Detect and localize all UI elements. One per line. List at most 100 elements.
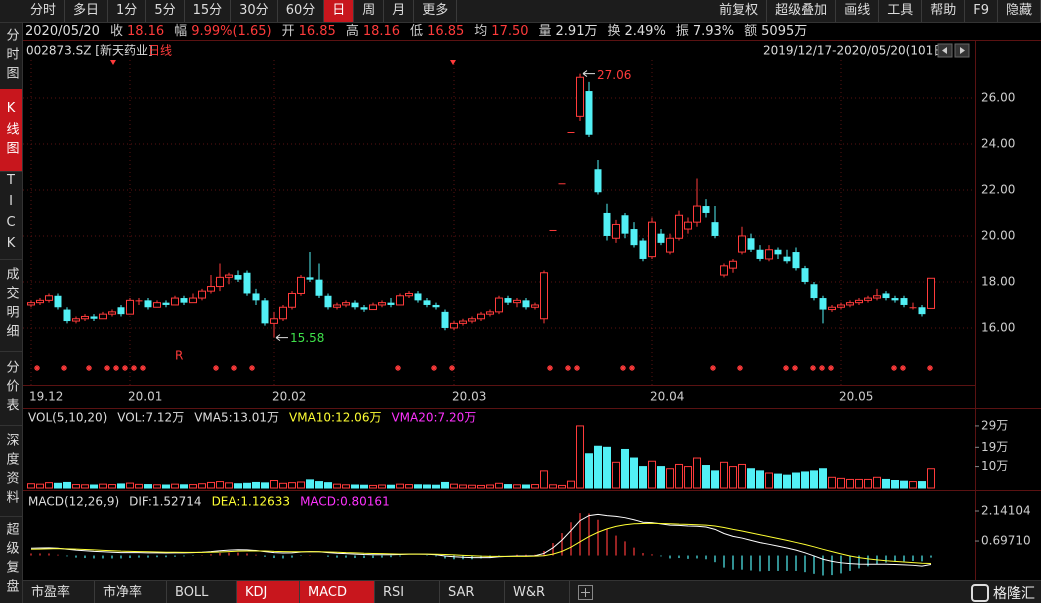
candle-body	[126, 299, 134, 315]
nav-arrow	[942, 47, 947, 54]
candle-body	[855, 299, 863, 304]
side-tab[interactable]: TICK	[0, 171, 22, 260]
period-tab[interactable]: 更多	[414, 0, 458, 22]
candle-body	[468, 318, 476, 322]
indicator-tab[interactable]: SAR	[440, 581, 505, 603]
signal-star	[122, 365, 128, 371]
indicator-tab[interactable]: RSI	[375, 581, 440, 603]
volume-bar	[45, 482, 53, 489]
info-value: 18.16	[126, 24, 165, 39]
indicator-tabs: 市盈率 市净率 BOLL KDJ MACD RSI SAR W&R 格隆汇	[23, 580, 1041, 603]
volume-bar	[513, 484, 521, 489]
candle-body	[585, 91, 593, 135]
x-tick-label: 20.02	[272, 390, 306, 404]
tool-button[interactable]: 帮助	[922, 0, 966, 22]
candle-body	[423, 300, 431, 305]
candle-body	[27, 302, 35, 306]
macd-line	[30, 522, 932, 564]
candle-body	[648, 221, 656, 258]
period-tab[interactable]: 分时	[22, 0, 66, 22]
volume-bar	[576, 425, 584, 489]
tool-button[interactable]: F9	[965, 0, 998, 22]
info-label: 均	[474, 24, 488, 39]
signal-star	[927, 365, 933, 371]
tool-button[interactable]: 前复权	[711, 0, 768, 22]
volume-bar	[567, 480, 575, 489]
candle-body	[918, 307, 926, 315]
side-tab[interactable]: 深度资料	[0, 425, 22, 517]
volume-bar	[621, 448, 629, 489]
volume-bar	[657, 466, 665, 489]
volume-bar	[198, 483, 206, 489]
side-tab[interactable]: K线图	[0, 89, 22, 172]
candle-body	[594, 169, 602, 193]
side-tab[interactable]: 分时图	[0, 23, 22, 90]
legend-entry: VMA5:13.01万	[194, 411, 279, 425]
candle-body	[108, 311, 116, 315]
info-label: 额	[744, 24, 758, 39]
period-tab[interactable]: 15分	[185, 0, 232, 22]
period-tab[interactable]: 多日	[65, 0, 109, 22]
tool-button[interactable]: 画线	[836, 0, 880, 22]
volume-bar	[909, 481, 917, 489]
signal-star	[710, 365, 716, 371]
indicator-tab[interactable]: MACD	[300, 581, 375, 603]
legend-entry: VMA10:12.06万	[289, 411, 381, 425]
volume-bar	[630, 457, 638, 489]
candle-body	[801, 268, 809, 282]
volume-bar	[405, 484, 413, 489]
period-tab[interactable]: 1分	[108, 0, 147, 22]
add-indicator[interactable]	[578, 585, 593, 600]
side-tab[interactable]: 分价表	[0, 351, 22, 426]
candle-body	[837, 304, 845, 308]
signal-star	[104, 365, 110, 371]
period-tab[interactable]: 日	[324, 0, 355, 22]
x-tick-label: 20.01	[128, 390, 162, 404]
period-tab[interactable]: 30分	[231, 0, 278, 22]
volume-bar	[72, 484, 80, 489]
volume-bar	[369, 484, 377, 489]
candle-body	[279, 306, 287, 320]
indicator-tab[interactable]: BOLL	[167, 581, 237, 603]
volume-bar	[360, 484, 368, 489]
y-tick-label: 26.00	[981, 90, 1015, 104]
side-tab[interactable]: 成交明细	[0, 259, 22, 352]
candle-body	[756, 249, 764, 259]
candle-body	[99, 313, 107, 320]
x-tick-label: 20.05	[839, 390, 873, 404]
indicator-tab[interactable]: 市盈率	[23, 581, 95, 603]
tool-button[interactable]: 工具	[879, 0, 923, 22]
volume-bar	[315, 481, 323, 489]
tool-button[interactable]: 超级叠加	[767, 0, 837, 22]
indicator-tab[interactable]: 市净率	[95, 581, 167, 603]
indicator-tab[interactable]: KDJ	[237, 581, 300, 603]
volume-bar	[531, 484, 539, 489]
signal-star	[86, 365, 92, 371]
volume-bar	[207, 481, 215, 489]
signal-star	[395, 365, 401, 371]
volume-bar	[153, 484, 161, 489]
signal-star	[828, 365, 834, 371]
volume-bar	[549, 484, 557, 489]
candle-body	[63, 309, 71, 322]
volume-bar	[918, 481, 926, 489]
side-tab[interactable]: 超级复盘	[0, 516, 22, 603]
period-tab[interactable]: 周	[354, 0, 385, 22]
info-label: 低	[410, 24, 424, 39]
signal-star	[792, 365, 798, 371]
volume-bar	[711, 470, 719, 489]
candle-body	[405, 292, 413, 297]
period-tab[interactable]: 月	[384, 0, 415, 22]
candle-body	[522, 300, 530, 308]
tool-button[interactable]: 隐藏	[998, 0, 1041, 22]
legend-entry: MACD(12,26,9)	[28, 495, 119, 509]
legend-entry: VMA20:7.20万	[391, 411, 476, 425]
period-tab[interactable]: 60分	[278, 0, 325, 22]
volume-bar	[747, 468, 755, 489]
x-tick-label: 19.12	[29, 390, 63, 404]
indicator-tab[interactable]: W&R	[505, 581, 570, 603]
period-tab[interactable]: 5分	[146, 0, 185, 22]
volume-bar	[288, 482, 296, 489]
candle-body	[135, 300, 143, 302]
volume-bar	[693, 457, 701, 489]
